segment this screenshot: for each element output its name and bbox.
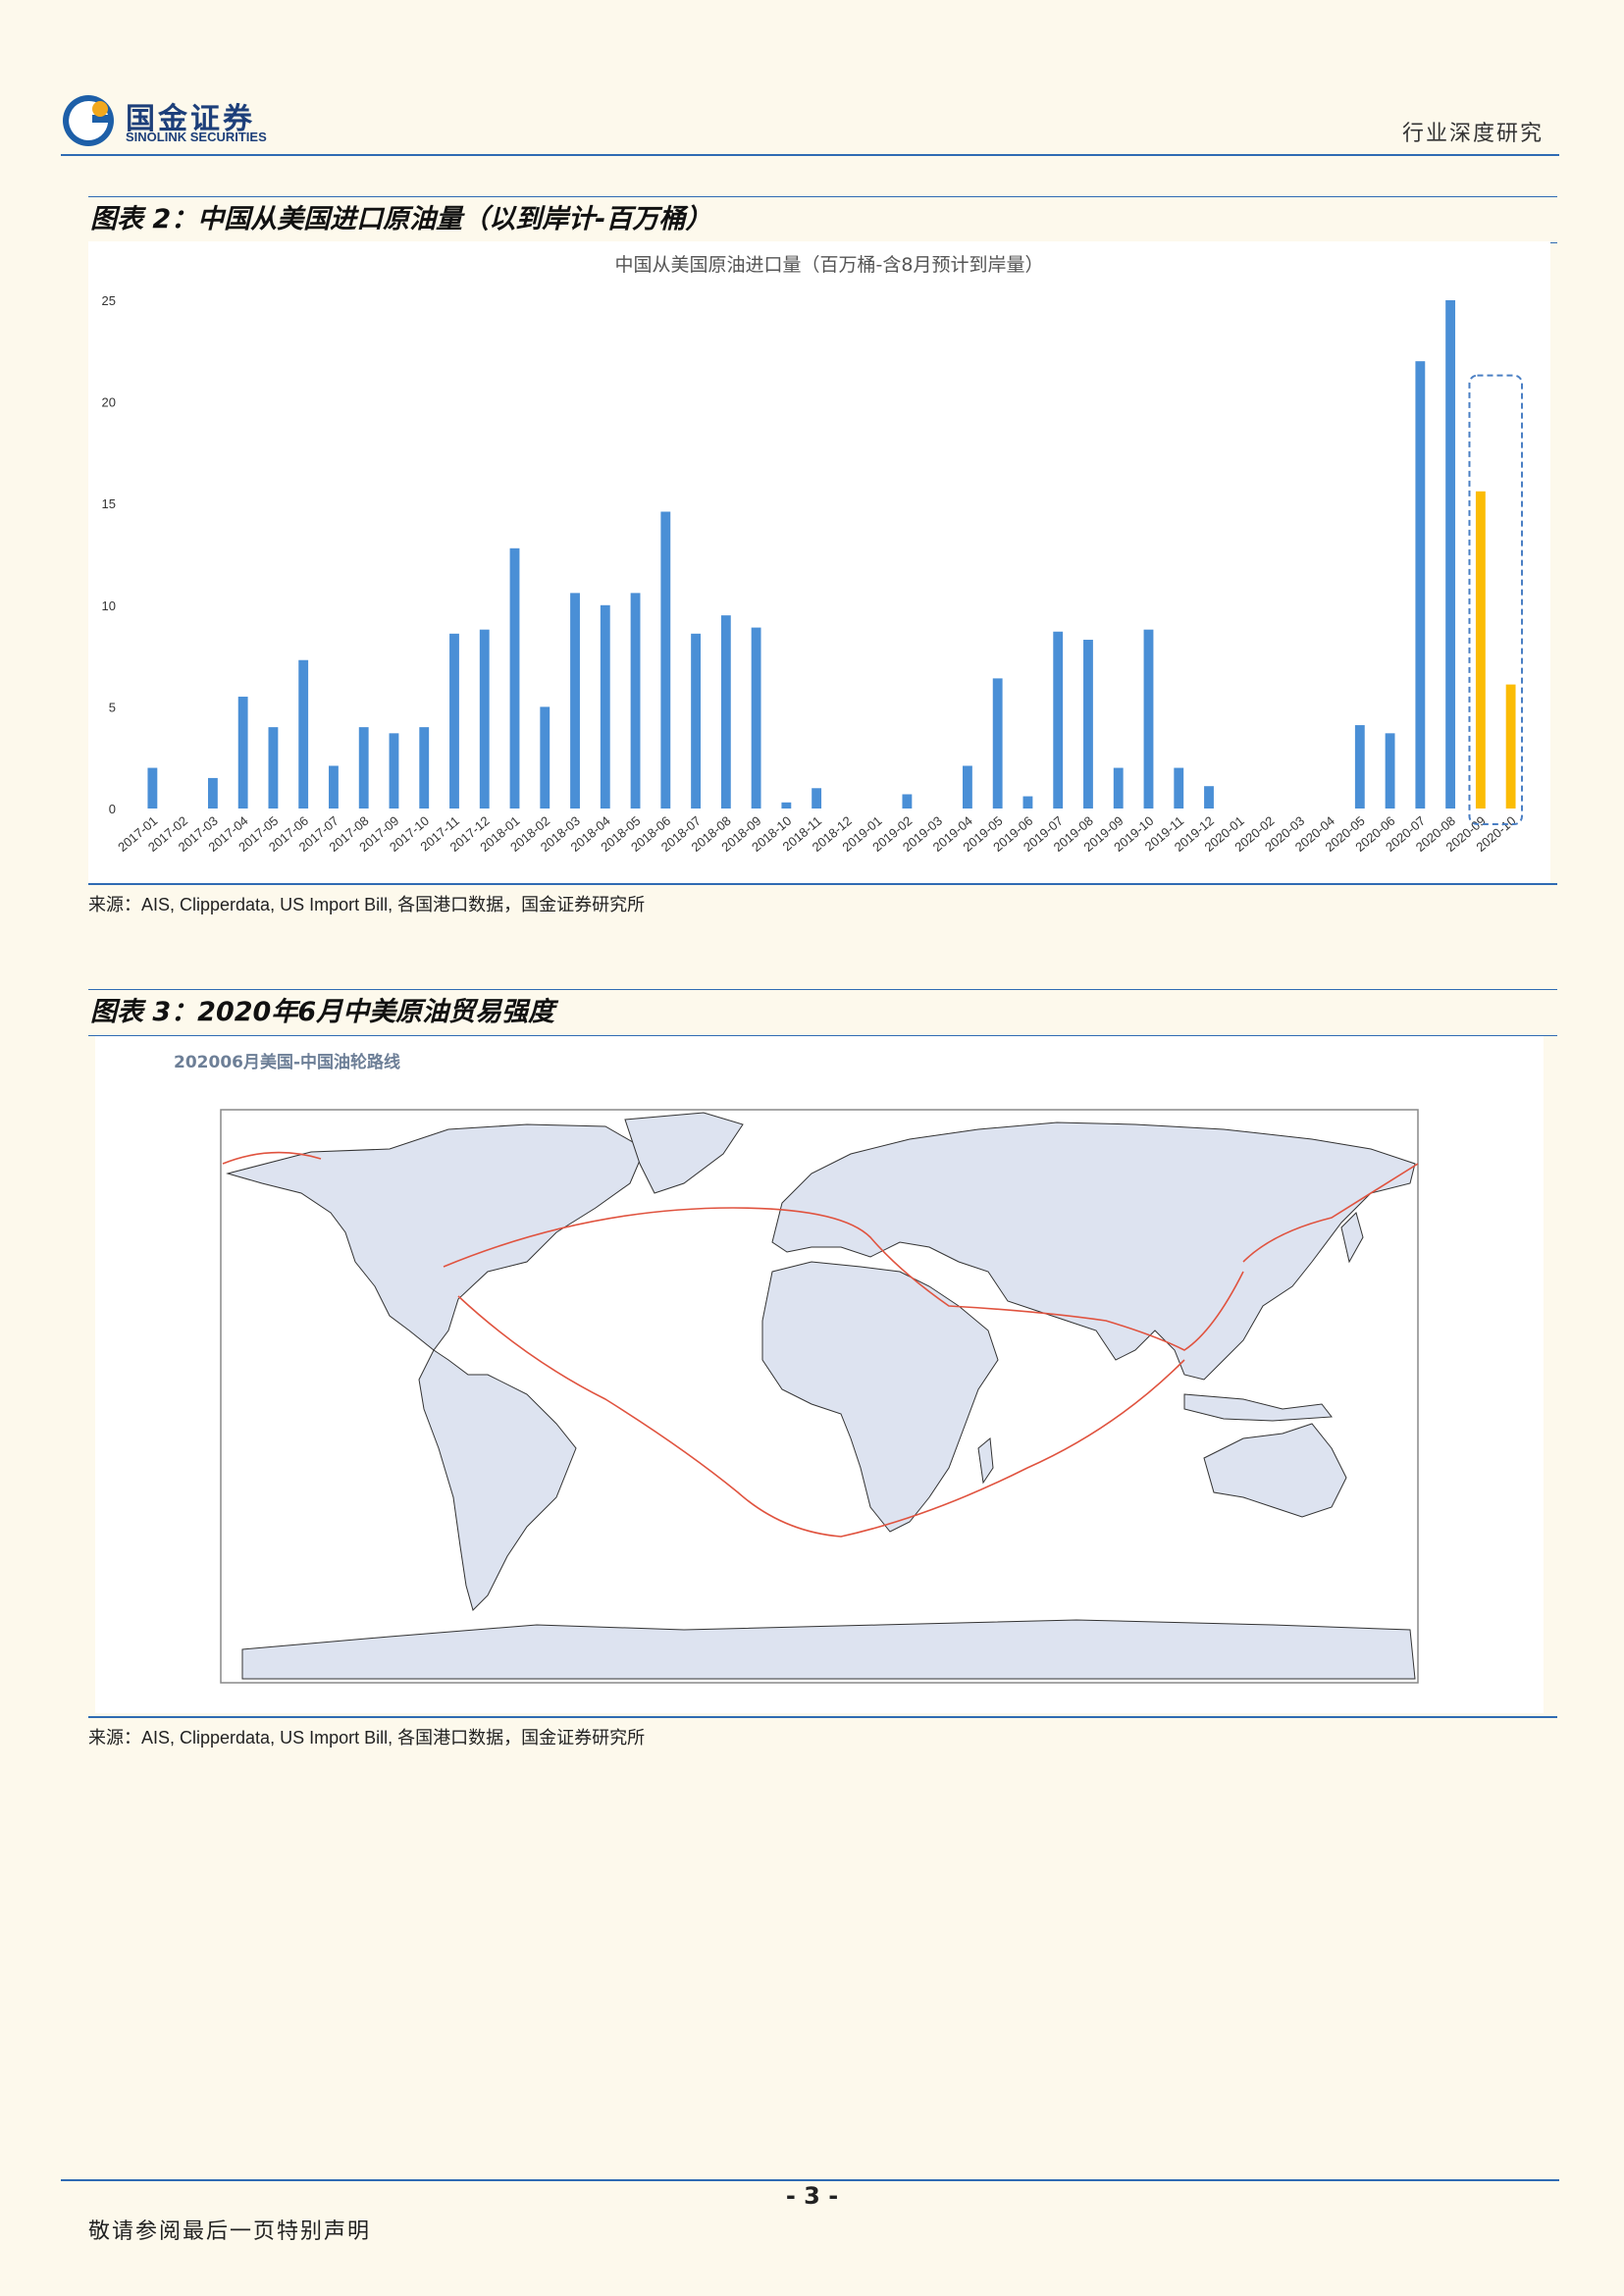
bar <box>963 765 972 809</box>
page-number: - 3 - <box>785 2182 839 2210</box>
bar <box>268 727 279 809</box>
south-america-landmass <box>418 1349 577 1611</box>
bar <box>1415 361 1426 809</box>
figure-2-source: 来源：AIS, Clipperdata, US Import Bill, 各国港… <box>88 895 646 914</box>
bar <box>540 706 550 809</box>
bar <box>1445 300 1456 809</box>
greenland-landmass <box>624 1112 744 1194</box>
bar <box>720 615 731 809</box>
brand-name-en: SINOLINK SECURITIES <box>126 130 267 144</box>
bar <box>479 629 490 809</box>
bar <box>147 767 158 809</box>
route-cape <box>457 1295 1185 1538</box>
source-divider <box>88 883 1557 885</box>
bar <box>1143 629 1154 809</box>
bar <box>812 788 822 809</box>
figure-2-caption: 图表 2：中国从美国进口原油量（以到岸计-百万桶） <box>90 204 712 235</box>
route-pacific-east <box>1242 1163 1419 1263</box>
world-map <box>220 1109 1419 1684</box>
y-tick-label: 20 <box>102 395 116 410</box>
bar <box>660 511 671 809</box>
bar <box>902 794 913 809</box>
antarctica-landmass <box>241 1619 1416 1680</box>
bar <box>751 627 761 809</box>
bar <box>1113 767 1124 809</box>
figure-2-title-bar: 图表 2：中国从美国进口原油量（以到岸计-百万桶） <box>88 196 1557 243</box>
bar <box>600 604 610 809</box>
bar <box>419 727 430 809</box>
footer-disclaimer: 敬请参阅最后一页特别声明 <box>88 2219 372 2244</box>
bar <box>1053 631 1064 809</box>
route-suez <box>443 1207 1244 1351</box>
bar <box>630 593 641 809</box>
brand-name-cn: 国金证券 <box>126 102 255 136</box>
header-divider <box>61 154 1559 156</box>
indonesia-landmass <box>1183 1393 1333 1422</box>
chart-title: 中国从美国原油进口量（百万桶-含8月预计到岸量） <box>615 254 1044 276</box>
bar <box>237 697 248 809</box>
bar <box>1204 786 1214 809</box>
tanker-routes <box>222 1151 1419 1538</box>
japan-landmass <box>1340 1212 1364 1264</box>
bar <box>1083 640 1093 809</box>
bar <box>1022 796 1033 809</box>
company-logo-icon <box>63 95 114 146</box>
figure-3-caption: 图表 3：2020年6月中美原油贸易强度 <box>90 997 555 1027</box>
bar <box>1354 725 1365 809</box>
y-tick-label: 5 <box>109 700 116 714</box>
bar-chart-container: 中国从美国原油进口量（百万桶-含8月预计到岸量） 0 5 10 15 20 25 2017… <box>88 241 1550 885</box>
bar <box>298 659 309 809</box>
bar <box>992 678 1003 809</box>
madagascar-landmass <box>977 1437 994 1485</box>
bar <box>1385 733 1395 809</box>
y-tick-label: 15 <box>102 496 116 511</box>
north-america-landmass <box>226 1123 646 1351</box>
bar-projected <box>1505 684 1516 809</box>
route-pacific <box>222 1151 322 1165</box>
y-tick-label: 25 <box>102 293 116 308</box>
y-tick-label: 0 <box>109 802 116 816</box>
projected-highlight-box <box>1468 374 1524 825</box>
bar <box>570 593 580 809</box>
bar <box>449 633 459 809</box>
map-title: 202006月美国-中国油轮路线 <box>174 1053 401 1072</box>
bar-projected <box>1475 491 1486 809</box>
section-tag: 行业深度研究 <box>1401 122 1544 146</box>
figure-3-source: 来源：AIS, Clipperdata, US Import Bill, 各国港… <box>88 1728 646 1748</box>
australia-landmass <box>1203 1423 1347 1518</box>
map-container: 202006月美国-中国油轮路线 <box>95 1036 1544 1713</box>
bar <box>509 548 520 809</box>
figure-3-title-bar: 图表 3：2020年6月中美原油贸易强度 <box>88 989 1557 1036</box>
footer-divider <box>61 2179 1559 2181</box>
bar <box>389 733 399 809</box>
bar <box>691 633 701 809</box>
eurasia-landmass <box>771 1122 1416 1381</box>
y-tick-label: 10 <box>102 599 116 613</box>
bar <box>781 802 792 809</box>
africa-landmass <box>761 1261 999 1533</box>
bar <box>329 765 339 809</box>
bar <box>1174 767 1184 809</box>
bar <box>207 777 218 809</box>
bar <box>358 727 369 809</box>
source-divider <box>88 1716 1557 1718</box>
